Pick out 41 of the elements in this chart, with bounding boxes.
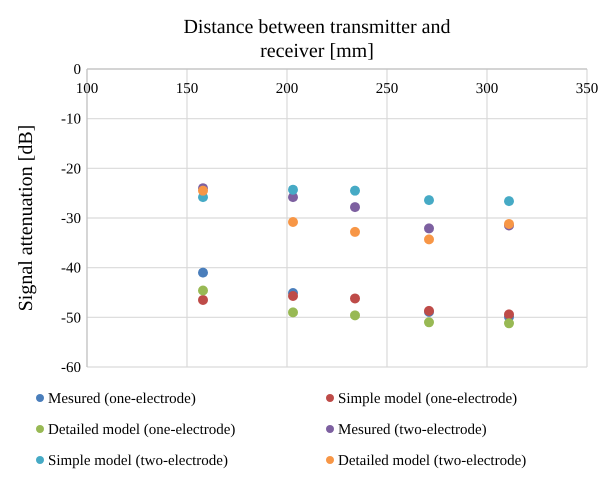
point [198,294,208,305]
point [350,226,360,237]
y-tick-label: -40 [61,260,81,277]
point [198,268,208,278]
legend-label: Mesured (two-electrode) [338,422,487,438]
x-tick-label: 150 [176,81,198,97]
x-tick-label: 100 [76,81,98,97]
x-tick-label: 350 [576,81,598,97]
point [198,286,208,296]
point [424,317,434,328]
point [504,309,514,320]
y-tick-label: -30 [61,211,81,227]
x-tick-label: 300 [476,81,498,97]
point [424,223,434,234]
y-tick-label: -10 [61,112,81,128]
point [288,184,298,195]
legend-label: Mesured (one-electrode) [48,391,196,407]
x-tick-label: 250 [376,81,398,97]
y-tick-label: 0 [74,62,81,78]
point [350,293,360,304]
y-axis-title: Signal attenuation [dB] [15,124,37,312]
x-axis-title: Distance between transmitter and receiver [mm] [183,16,451,62]
y-tick-label: -20 [61,161,81,178]
x-tick-label: 200 [276,81,298,97]
point [350,186,360,196]
legend-label: Detailed model (two-electrode) [338,453,526,469]
point [350,202,360,212]
point [288,307,298,318]
point [424,234,434,244]
point [198,186,208,196]
y-tick-label: -50 [61,310,81,326]
legend-label: Simple model (two-electrode) [48,453,228,469]
legend-label: Detailed model (one-electrode) [48,422,236,438]
point [288,290,298,301]
legend-label: Simple model (one-electrode) [338,391,518,407]
point [350,310,360,320]
point [504,318,514,328]
point [504,196,514,206]
point [424,195,434,206]
y-tick-label: -60 [61,360,81,376]
point [288,216,298,227]
